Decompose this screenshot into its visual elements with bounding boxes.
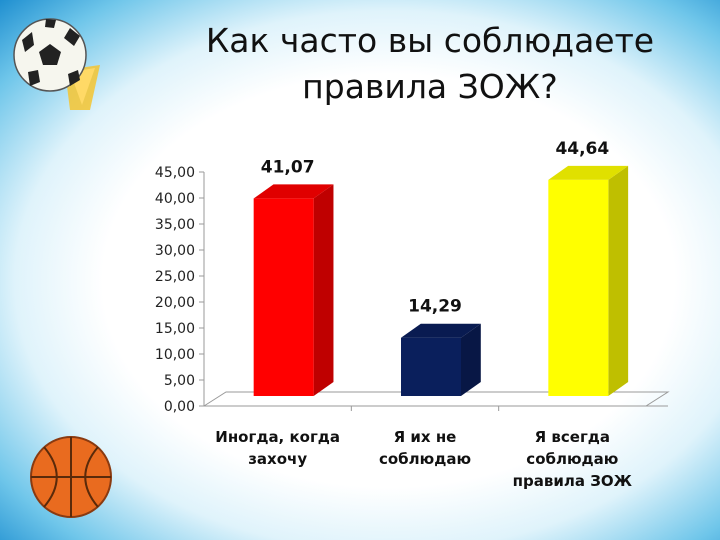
x-category-label-line: правила ЗОЖ <box>512 472 632 490</box>
x-category-label-line: соблюдаю <box>526 450 619 468</box>
data-label: 14,29 <box>408 297 462 317</box>
bar-side <box>313 184 334 396</box>
y-tick-label: 20,00 <box>155 295 195 311</box>
chart-title: Как часто вы соблюдаете правила ЗОЖ? <box>200 18 660 110</box>
y-tick-label: 25,00 <box>155 269 195 285</box>
data-label: 41,07 <box>261 157 315 177</box>
x-category-label: Иногда, когда захочу <box>203 426 353 470</box>
y-tick-label: 15,00 <box>155 321 195 337</box>
y-tick-label: 10,00 <box>155 347 195 363</box>
x-category-label-line: захочу <box>248 450 308 468</box>
y-tick-label: 40,00 <box>155 191 195 207</box>
bar-top <box>253 184 334 199</box>
x-category-label-line: Я всегда <box>534 428 611 446</box>
x-category-label: Я их не соблюдаю <box>350 426 500 470</box>
basketball-icon <box>30 436 112 518</box>
bar <box>253 198 314 396</box>
bar-side <box>461 323 481 396</box>
y-tick-label: 0,00 <box>164 399 195 415</box>
title-line-1: Как часто вы соблюдаете <box>205 21 655 60</box>
bar <box>548 179 609 396</box>
y-tick-label: 30,00 <box>155 243 195 259</box>
bar <box>401 337 461 396</box>
y-tick-label: 35,00 <box>155 217 195 233</box>
bar-top <box>548 165 629 180</box>
soccer-ball-icon <box>13 18 100 110</box>
y-tick-label: 45,00 <box>155 165 195 181</box>
bar-top <box>401 323 481 338</box>
title-line-2: правила ЗОЖ? <box>302 67 558 106</box>
x-category-label-line: Я их не <box>393 428 457 446</box>
y-tick-label: 5,00 <box>164 373 195 389</box>
bar-side <box>608 165 629 396</box>
x-category-label-line: Иногда, когда <box>215 428 341 446</box>
x-category-label: Я всегда соблюдаю правила ЗОЖ <box>497 426 647 492</box>
data-label: 44,64 <box>555 139 609 159</box>
x-category-label-line: соблюдаю <box>378 450 472 468</box>
